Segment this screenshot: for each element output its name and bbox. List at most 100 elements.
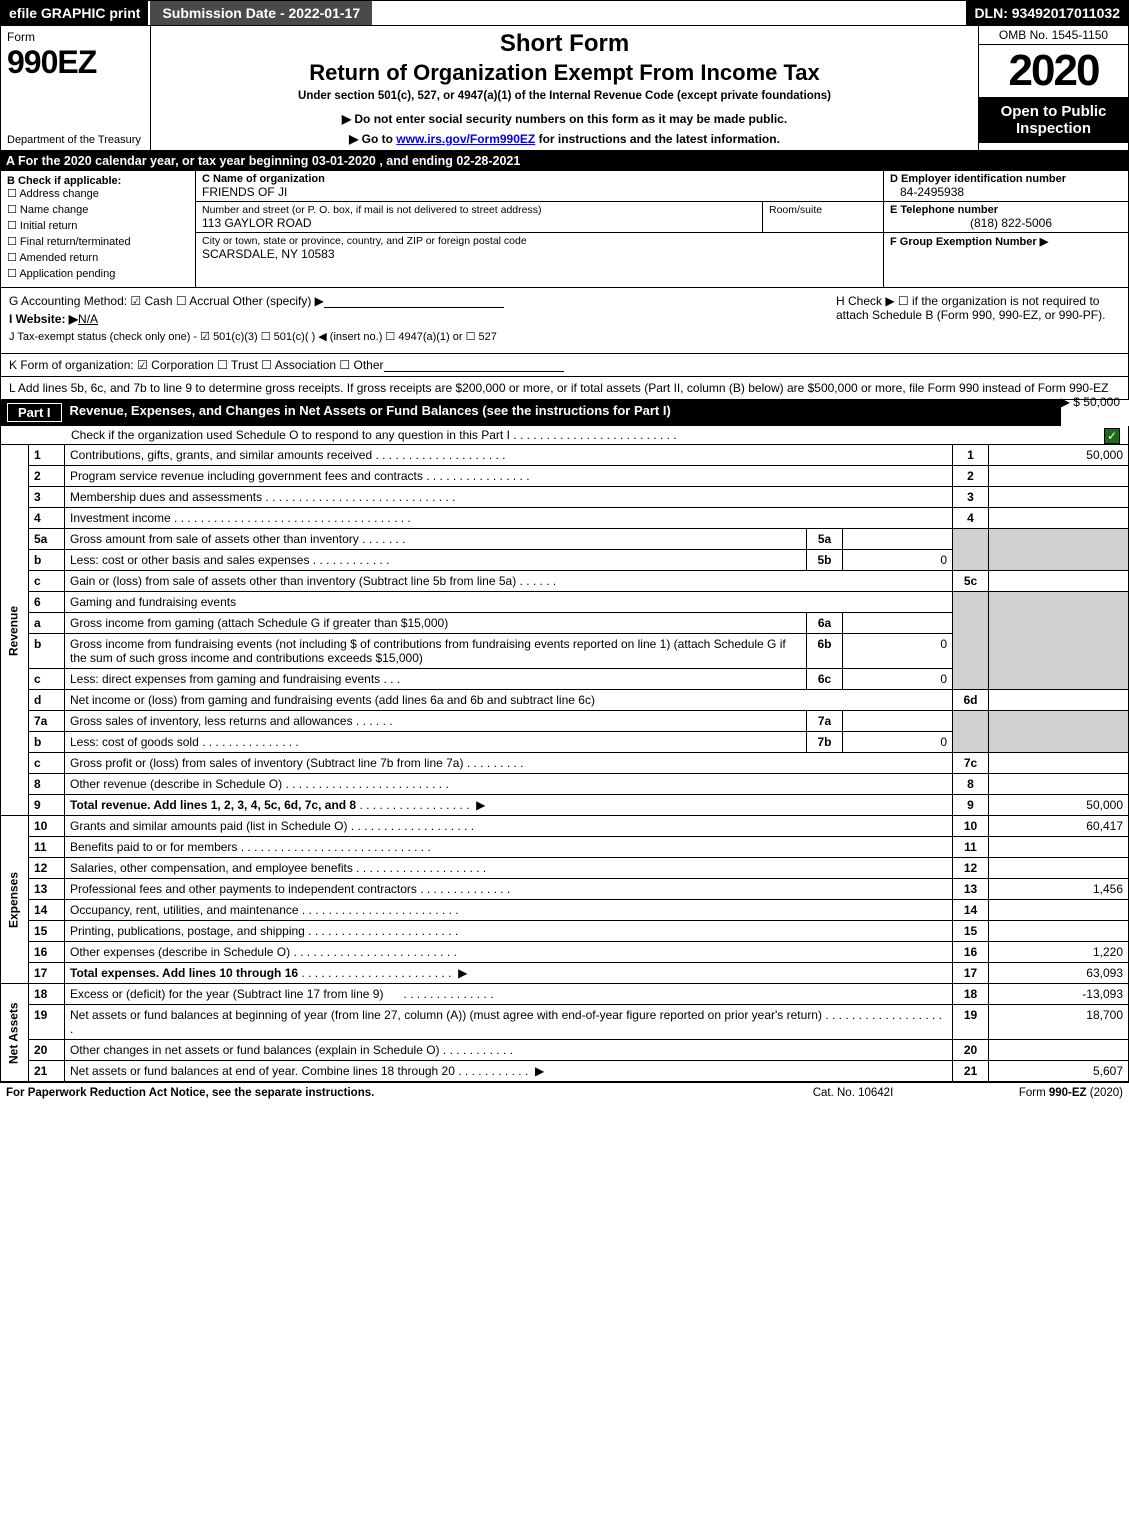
box-def: D Employer identification number 84-2495… — [883, 171, 1128, 287]
tax-year: 2020 — [979, 45, 1128, 97]
line-1: Revenue 1 Contributions, gifts, grants, … — [1, 445, 1129, 466]
top-bar: efile GRAPHIC print Submission Date - 20… — [0, 0, 1129, 26]
page-footer: For Paperwork Reduction Act Notice, see … — [0, 1082, 1129, 1103]
line-7a: 7a Gross sales of inventory, less return… — [1, 711, 1129, 732]
line-l-text: L Add lines 5b, 6c, and 7b to line 9 to … — [9, 381, 1108, 395]
return-title: Return of Organization Exempt From Incom… — [161, 60, 968, 86]
line-20: 20Other changes in net assets or fund ba… — [1, 1040, 1129, 1061]
accounting-method: G Accounting Method: ☑ Cash ☐ Accrual Ot… — [9, 294, 820, 308]
side-revenue: Revenue — [1, 445, 29, 816]
line-21: 21Net assets or fund balances at end of … — [1, 1061, 1129, 1082]
line-9: 9 Total revenue. Add lines 1, 2, 3, 4, 5… — [1, 795, 1129, 816]
ein-label: D Employer identification number — [890, 173, 1066, 185]
org-name: FRIENDS OF JI — [202, 185, 287, 199]
line-17: 17Total expenses. Add lines 10 through 1… — [1, 963, 1129, 984]
sched-o-checkbox[interactable]: ✓ — [1104, 428, 1120, 444]
gij-left: G Accounting Method: ☑ Cash ☐ Accrual Ot… — [1, 288, 828, 353]
sched-o-check-line: Check if the organization used Schedule … — [0, 426, 1129, 444]
side-expenses: Expenses — [1, 816, 29, 984]
line-12: 12Salaries, other compensation, and empl… — [1, 858, 1129, 879]
goto-line: ▶ Go to www.irs.gov/Form990EZ for instru… — [161, 132, 968, 146]
dept-treasury: Department of the Treasury — [7, 134, 144, 146]
ghij-block: G Accounting Method: ☑ Cash ☐ Accrual Ot… — [0, 288, 1129, 354]
line-l: L Add lines 5b, 6c, and 7b to line 9 to … — [0, 377, 1129, 400]
city-row: City or town, state or province, country… — [196, 233, 883, 263]
line-7c: c Gross profit or (loss) from sales of i… — [1, 753, 1129, 774]
tax-exempt-status: J Tax-exempt status (check only one) - ☑… — [9, 330, 820, 343]
form-header: Form 990EZ Department of the Treasury Sh… — [0, 26, 1129, 151]
box-c: C Name of organization FRIENDS OF JI Num… — [196, 171, 883, 287]
line-k: K Form of organization: ☑ Corporation ☐ … — [0, 354, 1129, 377]
line-2: 2 Program service revenue including gove… — [1, 466, 1129, 487]
box-h: H Check ▶ ☐ if the organization is not r… — [828, 288, 1128, 353]
chk-initial-return[interactable]: ☐ Initial return — [7, 219, 189, 232]
dln-label: DLN: 93492017011032 — [966, 1, 1128, 25]
part-1-table: Revenue 1 Contributions, gifts, grants, … — [0, 444, 1129, 1082]
street-label: Number and street (or P. O. box, if mail… — [202, 204, 541, 216]
efile-print-label[interactable]: efile GRAPHIC print — [1, 1, 148, 25]
box-e: E Telephone number (818) 822-5006 — [884, 202, 1128, 233]
city-value: SCARSDALE, NY 10583 — [202, 247, 335, 261]
no-ssn-warning: ▶ Do not enter social security numbers o… — [161, 112, 968, 126]
footer-center: Cat. No. 10642I — [763, 1087, 943, 1099]
website-line: I Website: ▶N/A — [9, 312, 820, 326]
form-number: 990EZ — [7, 44, 144, 81]
room-label: Room/suite — [769, 204, 822, 216]
goto-pre: ▶ Go to — [349, 132, 396, 146]
entity-block: B Check if applicable: ☐ Address change … — [0, 171, 1129, 288]
org-name-label: C Name of organization — [202, 173, 325, 185]
line-8: 8 Other revenue (describe in Schedule O)… — [1, 774, 1129, 795]
box-f: F Group Exemption Number ▶ — [884, 233, 1128, 287]
goto-post: for instructions and the latest informat… — [535, 132, 780, 146]
line-10: Expenses 10 Grants and similar amounts p… — [1, 816, 1129, 837]
submission-date: Submission Date - 2022-01-17 — [148, 1, 372, 25]
line-9-amt: 50,000 — [989, 795, 1129, 816]
footer-left: For Paperwork Reduction Act Notice, see … — [6, 1087, 763, 1099]
street-row: Number and street (or P. O. box, if mail… — [196, 202, 883, 233]
line-1-amt: 50,000 — [989, 445, 1129, 466]
chk-address-change[interactable]: ☐ Address change — [7, 187, 189, 200]
line-15: 15Printing, publications, postage, and s… — [1, 921, 1129, 942]
header-right: OMB No. 1545-1150 2020 Open to Public In… — [978, 26, 1128, 150]
line-5a: 5a Gross amount from sale of assets othe… — [1, 529, 1129, 550]
website-value: N/A — [78, 312, 98, 326]
phone-label: E Telephone number — [890, 204, 998, 216]
part-1-header: Part I Revenue, Expenses, and Changes in… — [0, 400, 1061, 426]
box-d: D Employer identification number 84-2495… — [884, 171, 1128, 202]
box-b-title: B Check if applicable: — [7, 175, 189, 187]
header-center: Short Form Return of Organization Exempt… — [151, 26, 978, 150]
ein-value: 84-2495938 — [890, 185, 1122, 199]
org-name-row: C Name of organization FRIENDS OF JI — [196, 171, 883, 202]
line-19: 19Net assets or fund balances at beginni… — [1, 1005, 1129, 1040]
open-to-public: Open to Public Inspection — [979, 97, 1128, 143]
chk-application-pending[interactable]: ☐ Application pending — [7, 267, 189, 280]
side-net-assets: Net Assets — [1, 984, 29, 1082]
group-exemption-label: F Group Exemption Number ▶ — [890, 236, 1048, 248]
phone-value: (818) 822-5006 — [890, 216, 1122, 230]
header-left: Form 990EZ Department of the Treasury — [1, 26, 151, 150]
line-4: 4 Investment income . . . . . . . . . . … — [1, 508, 1129, 529]
line-3: 3 Membership dues and assessments . . . … — [1, 487, 1129, 508]
chk-amended-return[interactable]: ☐ Amended return — [7, 251, 189, 264]
line-6: 6 Gaming and fundraising events — [1, 592, 1129, 613]
box-b: B Check if applicable: ☐ Address change … — [1, 171, 196, 287]
irs-link[interactable]: www.irs.gov/Form990EZ — [396, 132, 535, 146]
line-14: 14Occupancy, rent, utilities, and mainte… — [1, 900, 1129, 921]
short-form-title: Short Form — [161, 30, 968, 58]
part-1-label: Part I — [7, 403, 62, 422]
line-5c: c Gain or (loss) from sale of assets oth… — [1, 571, 1129, 592]
line-11: 11Benefits paid to or for members . . . … — [1, 837, 1129, 858]
street-value: 113 GAYLOR ROAD — [202, 216, 312, 230]
omb-number: OMB No. 1545-1150 — [979, 26, 1128, 45]
chk-name-change[interactable]: ☐ Name change — [7, 203, 189, 216]
chk-final-return[interactable]: ☐ Final return/terminated — [7, 235, 189, 248]
line-l-amount: ▶ $ 50,000 — [1061, 395, 1120, 409]
period-bar: A For the 2020 calendar year, or tax yea… — [0, 151, 1129, 171]
footer-right: Form 990-EZ (2020) — [943, 1087, 1123, 1099]
line-6d: d Net income or (loss) from gaming and f… — [1, 690, 1129, 711]
form-word: Form — [7, 30, 144, 44]
top-spacer — [372, 1, 966, 25]
line-13: 13Professional fees and other payments t… — [1, 879, 1129, 900]
part-1-title: Revenue, Expenses, and Changes in Net As… — [70, 403, 1054, 422]
city-label: City or town, state or province, country… — [202, 235, 527, 247]
